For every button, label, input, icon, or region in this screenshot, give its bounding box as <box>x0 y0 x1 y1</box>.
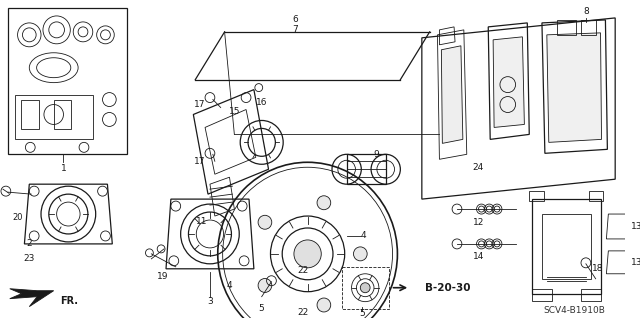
Circle shape <box>317 298 331 312</box>
Text: 1: 1 <box>61 164 67 173</box>
Polygon shape <box>10 289 54 307</box>
Bar <box>557 20 576 35</box>
Circle shape <box>317 196 331 210</box>
Text: 2: 2 <box>26 239 32 249</box>
Bar <box>529 191 544 201</box>
Circle shape <box>258 278 272 293</box>
Bar <box>589 191 604 201</box>
Bar <box>581 289 600 300</box>
Bar <box>54 100 71 130</box>
Text: 5: 5 <box>258 304 264 313</box>
Text: 16: 16 <box>256 98 268 107</box>
Text: 7: 7 <box>292 26 298 34</box>
Text: B-20-30: B-20-30 <box>425 283 470 293</box>
Text: 6: 6 <box>292 15 298 25</box>
Bar <box>342 267 388 308</box>
Text: 14: 14 <box>473 252 484 261</box>
Circle shape <box>294 240 321 268</box>
Polygon shape <box>442 46 463 143</box>
Text: 24: 24 <box>473 163 484 172</box>
Text: 15: 15 <box>228 107 240 116</box>
Polygon shape <box>493 37 524 127</box>
Text: 17: 17 <box>195 100 206 109</box>
Bar <box>532 289 552 300</box>
Text: SCV4-B1910B: SCV4-B1910B <box>543 306 605 315</box>
Circle shape <box>360 283 370 293</box>
Text: 4: 4 <box>227 281 232 290</box>
Text: 4: 4 <box>360 232 366 241</box>
Text: 18: 18 <box>592 264 604 273</box>
Bar <box>347 154 386 184</box>
Text: 11: 11 <box>196 217 208 226</box>
Text: FR.: FR. <box>61 296 79 306</box>
Circle shape <box>353 247 367 261</box>
Polygon shape <box>547 33 602 142</box>
Text: 17: 17 <box>195 157 206 166</box>
Text: 23: 23 <box>24 254 35 263</box>
Text: 5: 5 <box>360 309 365 318</box>
Text: 8: 8 <box>583 7 589 17</box>
Text: 19: 19 <box>157 272 169 281</box>
Bar <box>581 20 596 35</box>
Text: 22: 22 <box>297 308 308 317</box>
Circle shape <box>258 215 272 229</box>
Text: 13: 13 <box>631 258 640 267</box>
Text: 13: 13 <box>631 222 640 232</box>
Bar <box>22 100 39 130</box>
Bar <box>8 8 127 154</box>
Text: 9: 9 <box>373 150 379 159</box>
Text: 3: 3 <box>207 297 213 306</box>
Text: 22: 22 <box>297 266 308 275</box>
Text: 12: 12 <box>473 218 484 226</box>
Text: 20: 20 <box>12 212 23 221</box>
